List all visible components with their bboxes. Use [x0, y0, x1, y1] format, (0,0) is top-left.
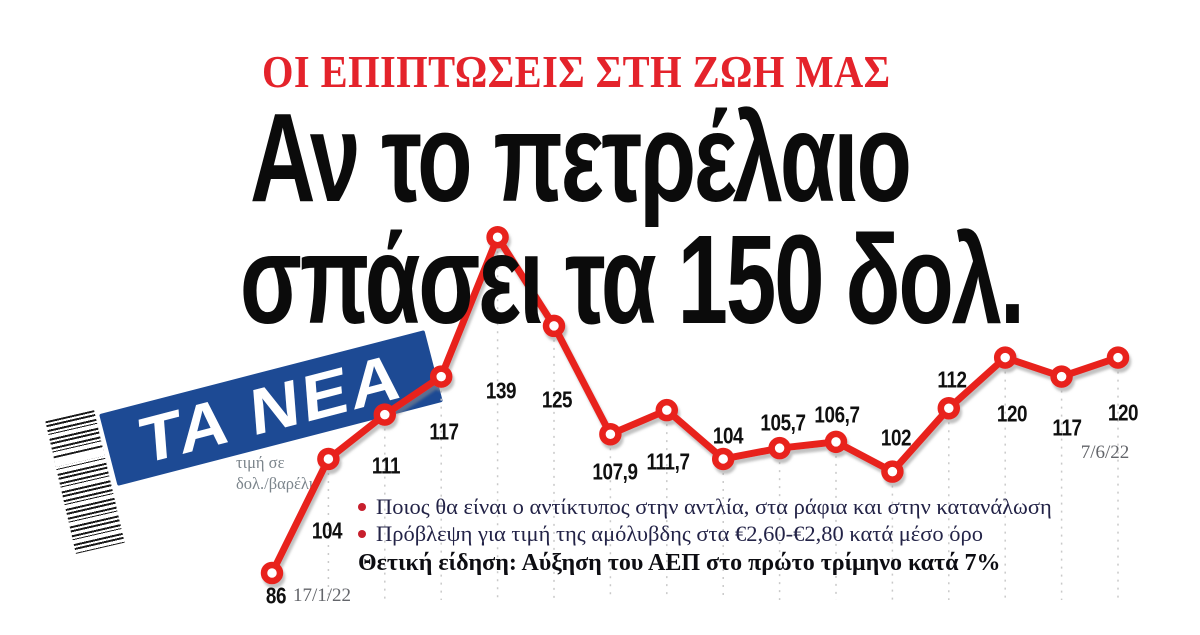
data-point-marker	[599, 422, 622, 446]
point-label: 86	[265, 582, 287, 609]
data-point-marker	[260, 561, 284, 585]
data-point-marker	[1106, 346, 1130, 369]
chart-unit-label-line1: τιμή σε	[236, 453, 285, 472]
point-label: 107,9	[592, 458, 639, 485]
data-point-marker	[993, 346, 1017, 369]
point-label: 112	[937, 366, 967, 393]
main-headline-line1: Αν το πετρέλαιο	[250, 87, 912, 228]
chart-end-date: 7/6/22	[1080, 442, 1130, 463]
data-point-marker	[711, 447, 735, 471]
data-point-marker	[881, 460, 904, 483]
point-label: 104	[713, 422, 744, 449]
data-point-marker	[768, 436, 791, 460]
point-label: 102	[881, 424, 912, 451]
bullet-item: Πρόβλεψη για τιμή της αμόλυβδης στα €2,6…	[358, 521, 983, 547]
kicker-headline: ΟΙ ΕΠΙΠΤΩΣΕΙΣ ΣΤΗ ΖΩΗ ΜΑΣ	[262, 46, 891, 97]
highlight-rest: Αύξηση του ΑΕΠ στο πρώτο τρίμηνο κατά 7%	[516, 550, 1001, 576]
highlight-line: Θετική είδηση: Αύξηση του ΑΕΠ στο πρώτο …	[358, 550, 1001, 577]
chart-unit-label-line2: δολ./βαρέλι	[236, 474, 314, 493]
point-label: 104	[312, 517, 343, 544]
point-label: 120	[1107, 399, 1139, 426]
bullet-text: Πρόβλεψη για τιμή της αμόλυβδης στα €2,6…	[376, 521, 983, 546]
point-label: 117	[429, 418, 460, 445]
point-label: 111	[371, 452, 401, 479]
main-headline: Αν το πετρέλαιο σπάσει τα 150 δολ.	[240, 87, 1025, 343]
main-headline-line2: σπάσει τα 150 δολ.	[239, 209, 1025, 350]
point-label: 139	[485, 377, 516, 404]
point-label: 105,7	[760, 409, 806, 436]
point-label: 106,7	[814, 401, 860, 428]
bullet-text: Ποιος θα είναι ο αντίκτυπος στην αντλία,…	[376, 494, 1052, 519]
point-label: 125	[541, 386, 573, 413]
chart-unit-label: τιμή σε δολ./βαρέλι	[236, 452, 313, 494]
chart-start-date: 17/1/22	[292, 585, 352, 606]
data-point-marker	[317, 447, 340, 471]
data-point-marker	[937, 397, 961, 420]
bullet-dot-icon	[358, 530, 366, 538]
highlight-lead: Θετική είδηση:	[358, 550, 517, 576]
bullet-item: Ποιος θα είναι ο αντίκτυπος στην αντλία,…	[358, 494, 1052, 520]
point-label: 120	[997, 400, 1028, 427]
bullet-dot-icon	[358, 503, 366, 511]
data-point-marker	[655, 398, 679, 422]
point-label: 117	[1051, 414, 1082, 441]
data-point-marker	[1050, 365, 1073, 388]
point-label: 111,7	[646, 448, 690, 475]
data-point-marker	[824, 430, 848, 454]
